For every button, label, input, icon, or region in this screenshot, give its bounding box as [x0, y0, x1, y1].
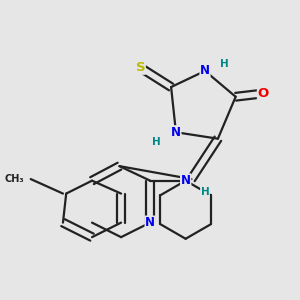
Text: H: H: [201, 187, 209, 197]
Text: S: S: [136, 61, 145, 74]
Text: CH₃: CH₃: [4, 174, 24, 184]
Text: H: H: [152, 137, 161, 147]
Text: N: N: [171, 126, 181, 139]
Text: N: N: [181, 174, 190, 187]
Text: N: N: [181, 174, 190, 187]
Text: N: N: [200, 64, 210, 77]
Text: N: N: [145, 216, 155, 229]
Text: O: O: [257, 87, 269, 100]
Text: H: H: [220, 59, 229, 70]
